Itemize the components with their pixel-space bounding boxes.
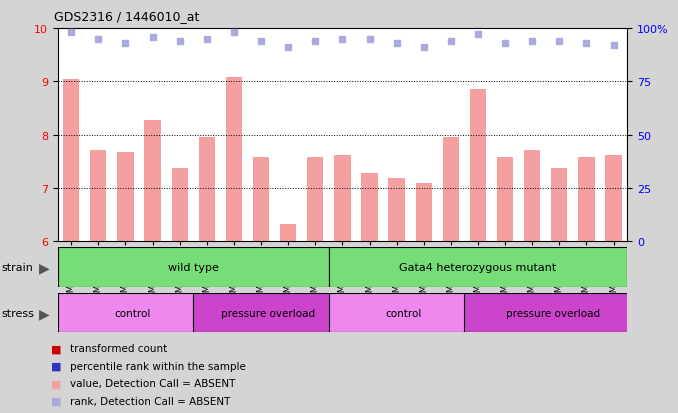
- Text: ■: ■: [51, 344, 61, 354]
- Bar: [361, 173, 378, 242]
- Bar: [416, 184, 432, 242]
- Text: ■: ■: [51, 378, 61, 388]
- Bar: [334, 155, 351, 242]
- Bar: [329, 248, 627, 287]
- Text: rank, Detection Call = ABSENT: rank, Detection Call = ABSENT: [70, 396, 231, 406]
- Text: percentile rank within the sample: percentile rank within the sample: [70, 361, 245, 371]
- Bar: [144, 120, 161, 242]
- Bar: [464, 293, 641, 332]
- Text: GDS2316 / 1446010_at: GDS2316 / 1446010_at: [54, 10, 199, 23]
- Bar: [58, 248, 329, 287]
- Bar: [578, 158, 595, 242]
- Text: ▶: ▶: [39, 306, 50, 320]
- Bar: [524, 150, 540, 242]
- Bar: [470, 90, 486, 242]
- Text: strain: strain: [1, 263, 33, 273]
- Bar: [117, 152, 134, 242]
- Bar: [497, 158, 513, 242]
- Text: transformed count: transformed count: [70, 344, 167, 354]
- Text: ▶: ▶: [39, 261, 50, 275]
- Text: stress: stress: [1, 308, 34, 318]
- Bar: [307, 158, 323, 242]
- Bar: [443, 138, 459, 242]
- Text: ■: ■: [51, 396, 61, 406]
- Text: Gata4 heterozygous mutant: Gata4 heterozygous mutant: [399, 262, 557, 273]
- Bar: [63, 79, 79, 242]
- Bar: [226, 78, 242, 242]
- Bar: [329, 293, 478, 332]
- Bar: [551, 168, 567, 242]
- Bar: [58, 293, 207, 332]
- Text: wild type: wild type: [167, 262, 219, 273]
- Text: value, Detection Call = ABSENT: value, Detection Call = ABSENT: [70, 378, 235, 388]
- Bar: [90, 150, 106, 242]
- Bar: [253, 158, 269, 242]
- Bar: [280, 225, 296, 242]
- Bar: [193, 293, 342, 332]
- Text: pressure overload: pressure overload: [221, 308, 315, 318]
- Bar: [388, 179, 405, 242]
- Text: control: control: [385, 308, 422, 318]
- Bar: [172, 168, 188, 242]
- Bar: [605, 155, 622, 242]
- Bar: [199, 138, 215, 242]
- Text: control: control: [114, 308, 151, 318]
- Text: ■: ■: [51, 361, 61, 371]
- Text: pressure overload: pressure overload: [506, 308, 599, 318]
